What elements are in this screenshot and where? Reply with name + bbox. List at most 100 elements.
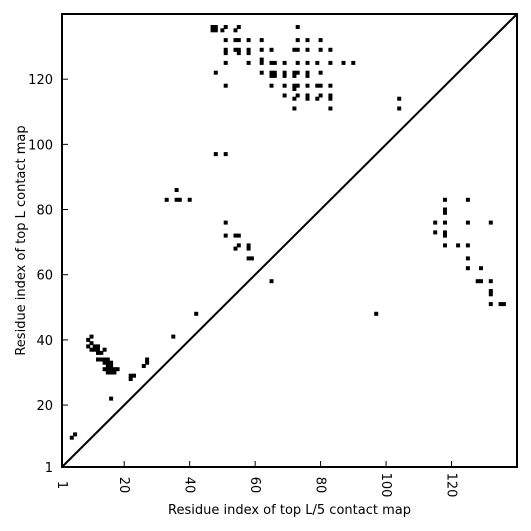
contact-point (259, 60, 264, 65)
contact-point (292, 83, 297, 88)
contact-point (351, 60, 356, 65)
contact-point (443, 243, 447, 248)
contact-point (223, 83, 228, 88)
contact-point (292, 73, 297, 78)
contact-point (433, 230, 438, 235)
contact-point (328, 96, 333, 101)
contact-point (305, 96, 310, 101)
contact-point (295, 93, 300, 98)
contact-point (501, 302, 506, 307)
contact-point (292, 96, 297, 101)
contact-point (443, 220, 447, 225)
contact-point (292, 47, 297, 52)
contact-point (282, 73, 287, 78)
contact-point (236, 51, 241, 56)
contact-point (488, 289, 493, 293)
contact-point (105, 370, 110, 375)
contact-point (223, 233, 228, 238)
contact-point (210, 28, 215, 33)
contact-point (89, 341, 94, 346)
contact-point (318, 93, 323, 98)
contact-point (105, 367, 110, 372)
contact-point (246, 256, 251, 261)
contact-point (96, 357, 100, 362)
contact-point (465, 256, 470, 261)
contact-point (233, 233, 238, 238)
contact-point (223, 152, 228, 157)
contact-point (249, 256, 254, 261)
y-tick-label: 100 (28, 138, 53, 153)
x-tick-label: 40 (182, 477, 197, 494)
contact-point (305, 47, 310, 52)
contact-point (236, 25, 241, 29)
contact-point (132, 373, 136, 378)
contact-point (233, 38, 238, 43)
contact-point (233, 28, 238, 33)
contact-point (292, 70, 297, 75)
contact-point (269, 279, 274, 284)
contact-point (223, 60, 228, 65)
contact-point (443, 230, 447, 235)
contact-point (236, 243, 241, 248)
contact-point (465, 266, 470, 271)
contact-point (246, 243, 251, 248)
contact-point (246, 51, 251, 56)
contact-point (318, 70, 323, 75)
y-axis-label: Residue index of top L contact map (14, 125, 29, 355)
x-axis-ticks: 1 20 40 60 80 100 120 (54, 461, 459, 497)
x-tick-label: 60 (247, 477, 262, 494)
contact-point (89, 347, 94, 352)
contact-point (295, 38, 300, 43)
contact-point (164, 197, 169, 202)
contact-point (86, 337, 91, 342)
contact-point (282, 60, 287, 65)
contact-point (315, 60, 320, 65)
y-tick-label: 80 (36, 204, 53, 219)
contact-point (102, 367, 107, 372)
contact-point (282, 70, 287, 75)
x-tick-label: 20 (116, 477, 131, 494)
contact-point (269, 70, 274, 75)
contact-point (96, 344, 100, 349)
plot-frame (61, 13, 518, 468)
contact-point (295, 83, 300, 88)
contact-point (479, 266, 483, 271)
contact-point (282, 93, 287, 98)
contact-point (102, 360, 107, 365)
x-axis-label: Residue index of top L/5 contact map (168, 503, 411, 518)
contact-point (171, 334, 176, 339)
contact-point (210, 25, 215, 29)
contact-point (443, 207, 447, 212)
contact-point (259, 38, 264, 43)
contact-point (177, 197, 182, 202)
contact-point (465, 220, 470, 225)
contact-point (443, 210, 447, 215)
contact-point (236, 47, 241, 52)
y-tick-label: 60 (36, 269, 53, 284)
contact-point (223, 25, 228, 29)
x-tick-label: 100 (378, 473, 393, 498)
contact-point (269, 73, 274, 78)
contact-point (315, 83, 320, 88)
contact-point (96, 350, 100, 355)
contact-point (174, 197, 179, 202)
contact-point (305, 93, 310, 98)
contact-point (223, 220, 228, 225)
contact-point (488, 302, 493, 307)
contact-point (109, 367, 114, 372)
contact-point (194, 311, 199, 316)
contact-point (269, 47, 274, 52)
contact-point (456, 243, 461, 248)
contact-point (89, 334, 94, 339)
contact-point (92, 344, 97, 349)
contact-point (272, 60, 277, 65)
contact-point (315, 96, 320, 101)
contact-point (246, 60, 251, 65)
contact-point (236, 38, 241, 43)
contact-point (282, 83, 287, 88)
contact-point (246, 38, 251, 43)
contact-point (128, 377, 133, 381)
contact-point (115, 367, 120, 372)
contact-point (479, 279, 483, 284)
contact-point (213, 70, 218, 75)
